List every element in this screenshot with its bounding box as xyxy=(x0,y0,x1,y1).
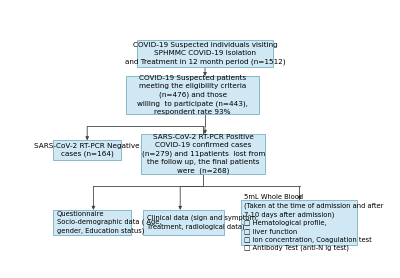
Text: Questionnaire
Socio-demographic data ( Age,
gender, Education status): Questionnaire Socio-demographic data ( A… xyxy=(57,210,161,234)
FancyBboxPatch shape xyxy=(53,140,121,160)
Text: 5mL Whole Blood
(Taken at the time of admission and after
7-10 days after admiss: 5mL Whole Blood (Taken at the time of ad… xyxy=(244,194,384,251)
FancyBboxPatch shape xyxy=(137,40,273,66)
Text: Clinical data (sign and symptom,
Treatment, radiological data): Clinical data (sign and symptom, Treatme… xyxy=(147,215,258,230)
FancyBboxPatch shape xyxy=(126,76,259,114)
Text: COVID-19 Suspected patients
meeting the eligibility criteria
(n=476) and those
w: COVID-19 Suspected patients meeting the … xyxy=(137,75,248,115)
Text: SARS-CoV-2 RT-PCR Positive
COVID-19 confirmed cases
(n=279) and 11patients  lost: SARS-CoV-2 RT-PCR Positive COVID-19 conf… xyxy=(142,134,265,174)
FancyBboxPatch shape xyxy=(143,210,224,235)
FancyBboxPatch shape xyxy=(142,134,266,173)
Text: SARS-CoV-2 RT-PCR Negative
cases (n=164): SARS-CoV-2 RT-PCR Negative cases (n=164) xyxy=(34,143,140,157)
FancyBboxPatch shape xyxy=(241,200,357,245)
Text: COVID-19 Suspected individuals visiting
SPHMMC COVID-19 Isolation
and Treatment : COVID-19 Suspected individuals visiting … xyxy=(125,42,285,65)
FancyBboxPatch shape xyxy=(53,210,131,235)
